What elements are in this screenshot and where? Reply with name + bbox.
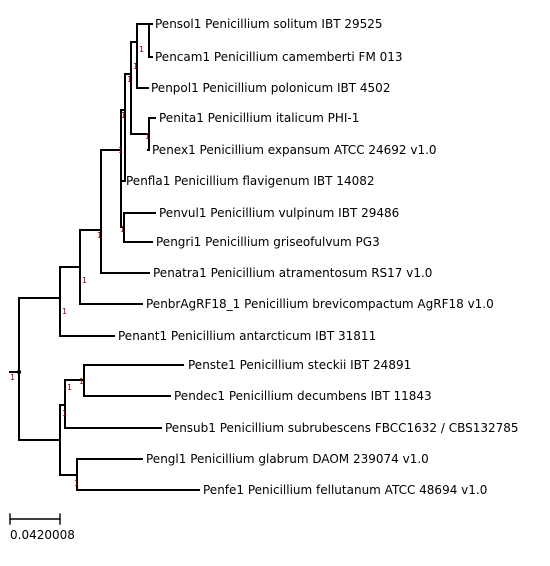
root-support-value: 1 [10, 373, 15, 382]
leaf-label-steckii: Penste1 Penicillium steckii IBT 24891 [188, 358, 411, 372]
leaf-label-brevicompactum: PenbrAgRF18_1 Penicillium brevicompactum… [146, 297, 494, 311]
leaf-label-camemberti: Pencam1 Penicillium camemberti FM 013 [155, 50, 403, 64]
support-value: 1 [67, 383, 72, 392]
support-value: 1 [145, 132, 150, 141]
support-value: 1 [62, 409, 67, 418]
leaf-label-glabrum: Pengl1 Penicillium glabrum DAOM 239074 v… [146, 452, 429, 466]
support-value: 1 [139, 45, 144, 54]
tree-branches [9, 23, 200, 491]
support-value: 1 [127, 75, 132, 84]
leaf-label-expansum: Penex1 Penicillium expansum ATCC 24692 v… [152, 143, 437, 157]
leaf-labels: Pensol1 Penicillium solitum IBT 29525 Pe… [118, 17, 519, 497]
leaf-label-solitum: Pensol1 Penicillium solitum IBT 29525 [155, 17, 383, 31]
support-value: 1 [74, 479, 79, 488]
leaf-label-antarcticum: Penant1 Penicillium antarcticum IBT 3181… [118, 329, 376, 343]
root-node-marker [16, 369, 22, 375]
support-value: 1 [82, 276, 87, 285]
support-value: 1 [120, 225, 125, 234]
leaf-label-decumbens: Pendec1 Penicillium decumbens IBT 11843 [174, 389, 432, 403]
leaf-label-vulpinum: Penvul1 Penicillium vulpinum IBT 29486 [159, 206, 399, 220]
support-value: 1 [79, 377, 84, 386]
support-value: 1 [133, 62, 138, 71]
support-value: 1 [97, 231, 102, 240]
scale-bar-label: 0.0420008 [10, 528, 75, 542]
leaf-label-subrubescens: Pensub1 Penicillium subrubescens FBCC163… [165, 421, 519, 435]
scale-bar: 0.0420008 [9, 513, 75, 542]
leaf-label-fellutanum: Penfe1 Penicillium fellutanum ATCC 48694… [203, 483, 487, 497]
support-value: 1 [62, 307, 67, 316]
support-value: 1 [121, 111, 126, 120]
leaf-label-flavigenum: Penfla1 Penicillium flavigenum IBT 14082 [126, 174, 374, 188]
leaf-label-griseofulvum: Pengri1 Penicillium griseofulvum PG3 [156, 235, 380, 249]
leaf-label-italicum: Penita1 Penicillium italicum PHI-1 [159, 111, 359, 125]
leaf-label-atramentosum: Penatra1 Penicillium atramentosum RS17 v… [153, 266, 432, 280]
support-value: 1 [118, 146, 123, 155]
support-values: 1 1 1 1 1 1 1 1 1 1 1 1 1 1 [62, 45, 150, 488]
leaf-label-polonicum: Penpol1 Penicillium polonicum IBT 4502 [151, 81, 390, 95]
